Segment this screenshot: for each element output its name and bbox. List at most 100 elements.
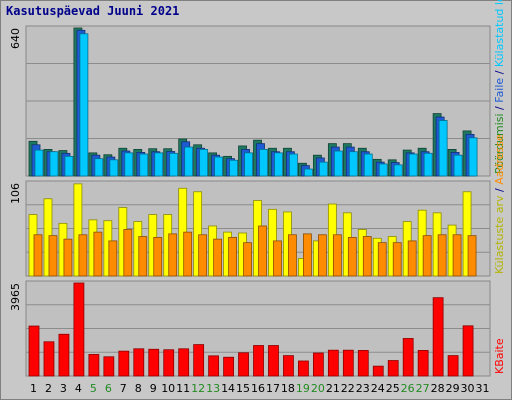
x-tick-label-13: 13 [206,382,220,395]
bar-kbaite-11 [178,348,190,377]
bar-aadresse-22 [347,236,357,277]
bar-kbaite-10 [163,349,175,377]
panel-mid-ymax-label: 106 [9,183,22,204]
bar-kbaite-17 [268,345,279,377]
panel-bot-series-labels: KBaite [493,338,506,374]
bar-kbaite-9 [148,348,160,377]
bar-aadresse-13 [213,238,223,277]
x-tick-label-17: 17 [266,382,280,395]
bar-külastuste-arv-12 [193,191,203,277]
bar-külastatud-lehti-18 [289,153,298,177]
bar-külastatud-lehti-7 [124,152,134,177]
x-tick-label-24: 24 [371,382,385,395]
panel-mid-series-label-2: Aadresse [493,134,506,185]
bar-aadresse-3 [63,238,73,277]
bar-külastuste-arv-4 [73,183,83,277]
bar-aadresse-30 [467,235,477,277]
bar-külastatud-lehti-15 [244,152,253,177]
panel-bot-ymax-label: 3965 [9,283,22,311]
bar-kbaite-28 [432,297,444,377]
chart-title: Kasutuspäevad Juuni 2021 [6,4,180,18]
bar-aadresse-25 [392,242,402,277]
panel-top-series-label-2: Faile [493,78,506,103]
bar-aadresse-23 [362,236,372,277]
bar-külastatud-lehti-3 [64,155,74,177]
bar-külastatud-lehti-26 [408,153,418,177]
panel-top-series-label-3: / [493,67,506,78]
bar-külastatud-lehti-28 [438,120,448,177]
bar-kbaite-21 [327,349,339,377]
bar-aadresse-5 [93,231,103,277]
x-tick-label-27: 27 [416,382,430,395]
bar-külastatud-lehti-20 [318,161,328,177]
bar-külastatud-lehti-4 [79,33,89,177]
x-tick-label-31: 31 [476,382,490,395]
x-tick-label-29: 29 [446,382,460,395]
x-tick-label-16: 16 [251,382,265,395]
bar-aadresse-2 [48,235,58,277]
bar-külastatud-lehti-11 [184,146,194,177]
x-tick-label-28: 28 [431,382,445,395]
panel-top-series-labels: Pöördumisi / Faile / Külastatud lehti [493,0,506,174]
x-tick-label-4: 4 [75,382,82,395]
bar-aadresse-27 [422,235,432,277]
x-tick-label-8: 8 [135,382,142,395]
x-tick-label-7: 7 [120,382,127,395]
bar-aadresse-18 [288,234,297,277]
bar-kbaite-26 [402,338,414,377]
x-tick-label-15: 15 [236,382,250,395]
bar-külastatud-lehti-23 [363,153,373,177]
x-tick-label-9: 9 [150,382,157,395]
panel-mid-series-labels: Külastuste arv / Aadresse [493,134,506,274]
bar-külastatud-lehti-17 [274,152,283,177]
bar-kbaite-30 [462,325,474,377]
bar-kbaite-5 [88,354,100,377]
bar-külastatud-lehti-27 [423,152,433,177]
panel-top-series-label-1: / [493,103,506,114]
bar-kbaite-7 [118,350,130,377]
bar-kbaite-2 [43,341,55,377]
bar-kbaite-14 [223,356,234,377]
bar-aadresse-21 [332,234,342,277]
panel-top-series-label-4: Külastatud lehti [493,0,506,67]
bar-kbaite-27 [417,350,429,377]
bar-aadresse-29 [452,234,462,277]
bar-kbaite-16 [253,345,264,377]
bar-kbaite-23 [357,350,369,377]
x-tick-label-6: 6 [105,382,112,395]
bar-külastatud-lehti-1 [34,149,44,177]
bar-kbaite-4 [73,282,85,377]
bar-aadresse-10 [168,233,178,277]
bar-külastatud-lehti-5 [94,158,104,177]
bar-aadresse-14 [228,236,237,277]
bar-külastatud-lehti-14 [229,159,238,177]
bar-aadresse-17 [273,240,282,277]
bar-külastatud-lehti-21 [333,150,343,177]
bar-külastatud-lehti-12 [199,149,209,177]
bar-kbaite-8 [133,348,145,377]
panel-top-series-label-0: Pöördumisi [493,113,506,174]
bar-kbaite-18 [283,355,294,377]
bar-aadresse-11 [183,231,193,277]
x-tick-label-25: 25 [386,382,400,395]
bar-külastatud-lehti-25 [393,164,403,177]
x-tick-label-3: 3 [60,382,67,395]
panel-bot-series-label-0: KBaite [493,338,506,374]
bar-kbaite-25 [387,360,399,377]
bar-aadresse-12 [198,234,208,277]
x-tick-label-23: 23 [356,382,370,395]
x-tick-label-2: 2 [45,382,52,395]
x-tick-label-22: 22 [341,382,355,395]
bar-külastatud-lehti-2 [49,151,59,177]
x-tick-label-5: 5 [90,382,97,395]
bar-kbaite-12 [193,344,205,377]
bar-külastatud-lehti-19 [304,168,313,177]
bar-aadresse-20 [317,234,327,277]
x-tick-label-30: 30 [461,382,475,395]
panel-mid-series-label-0: Külastuste arv [493,195,506,274]
x-tick-label-26: 26 [401,382,415,395]
x-tick-label-18: 18 [281,382,295,395]
bar-kbaite-19 [298,360,309,377]
bar-aadresse-8 [138,236,148,277]
